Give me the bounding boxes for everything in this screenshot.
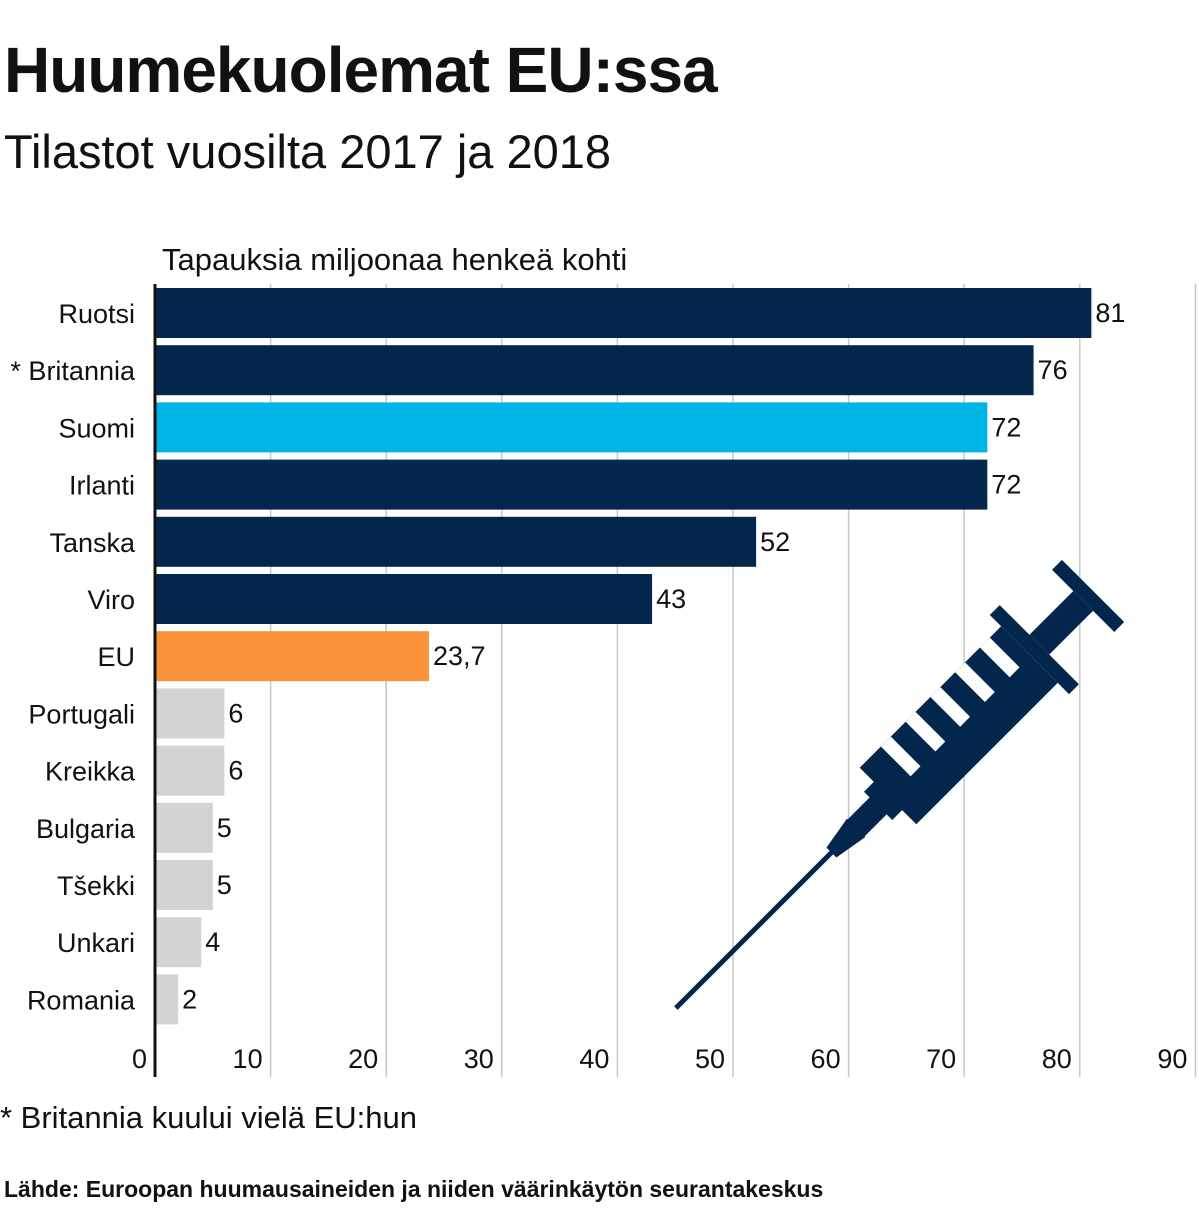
x-tick-label: 30 [464,1044,494,1074]
x-tick-label: 50 [695,1044,725,1074]
bar [155,631,429,682]
value-label: 23,7 [433,641,486,671]
x-tick-label: 90 [1157,1044,1187,1074]
value-label: 5 [217,813,232,843]
bar [155,688,225,739]
bar [155,574,653,624]
category-label: EU [97,642,135,672]
category-label: Romania [27,985,136,1015]
source-note: Lähde: Euroopan huumausaineiden ja niide… [4,1176,824,1202]
bar [155,288,1092,338]
category-label: Irlanti [69,471,135,501]
value-label: 5 [217,870,232,900]
category-label: Kreikka [45,757,136,787]
bar [155,459,988,510]
value-label: 72 [991,412,1021,442]
x-tick-label: 80 [1042,1044,1072,1074]
category-label: Viro [87,585,135,615]
category-labels: Ruotsi * Britannia Suomi Irlanti Tanska Viro E… [10,299,136,1015]
chart-title: Huumekuolemat EU:ssa [4,34,718,106]
x-tick-label: 20 [348,1044,378,1074]
chart-subtitle: Tilastot vuosilta 2017 ja 2018 [4,125,612,178]
category-label: Bulgaria [36,814,136,844]
bar [155,345,1034,396]
category-label: Portugali [28,699,135,729]
value-label: 72 [991,470,1021,500]
value-label: 4 [205,927,220,957]
category-label: Tanska [49,528,136,558]
value-label: 6 [228,698,243,728]
value-label: 6 [228,756,243,786]
value-label: 76 [1038,355,1068,385]
bar [155,402,988,453]
x-tick-label: 0 [132,1044,147,1074]
axis-label: Tapauksia miljoonaa henkeä kohti [162,242,627,277]
x-tick-label: 40 [579,1044,609,1074]
syringe-icon [674,559,1125,1010]
bar [155,516,757,567]
category-label: Suomi [58,413,135,443]
category-label: Tšekki [57,871,135,901]
bar [155,802,213,853]
footnote: * Britannia kuului vielä EU:hun [0,1100,418,1135]
x-tick-label: 10 [233,1044,263,1074]
x-tick-label: 60 [811,1044,841,1074]
value-label: 43 [656,584,686,614]
category-label: Unkari [57,928,135,958]
category-label: Ruotsi [58,299,135,329]
value-labels: 81 76 72 72 52 43 23,7 6 6 5 5 42 [182,298,1125,1014]
value-label: 52 [760,527,790,557]
bar [155,860,213,910]
x-tick-labels: 0 10 20 30 40 50 60 70 80 90 [132,1044,1187,1074]
x-tick-label: 70 [926,1044,956,1074]
bar [155,917,202,968]
bars [155,288,1092,1025]
bar [155,745,225,796]
bar [155,974,179,1025]
category-label: * Britannia [10,356,136,386]
value-label: 81 [1095,298,1125,328]
syringe-scale-marks [880,637,1020,777]
value-label: 2 [182,984,197,1014]
